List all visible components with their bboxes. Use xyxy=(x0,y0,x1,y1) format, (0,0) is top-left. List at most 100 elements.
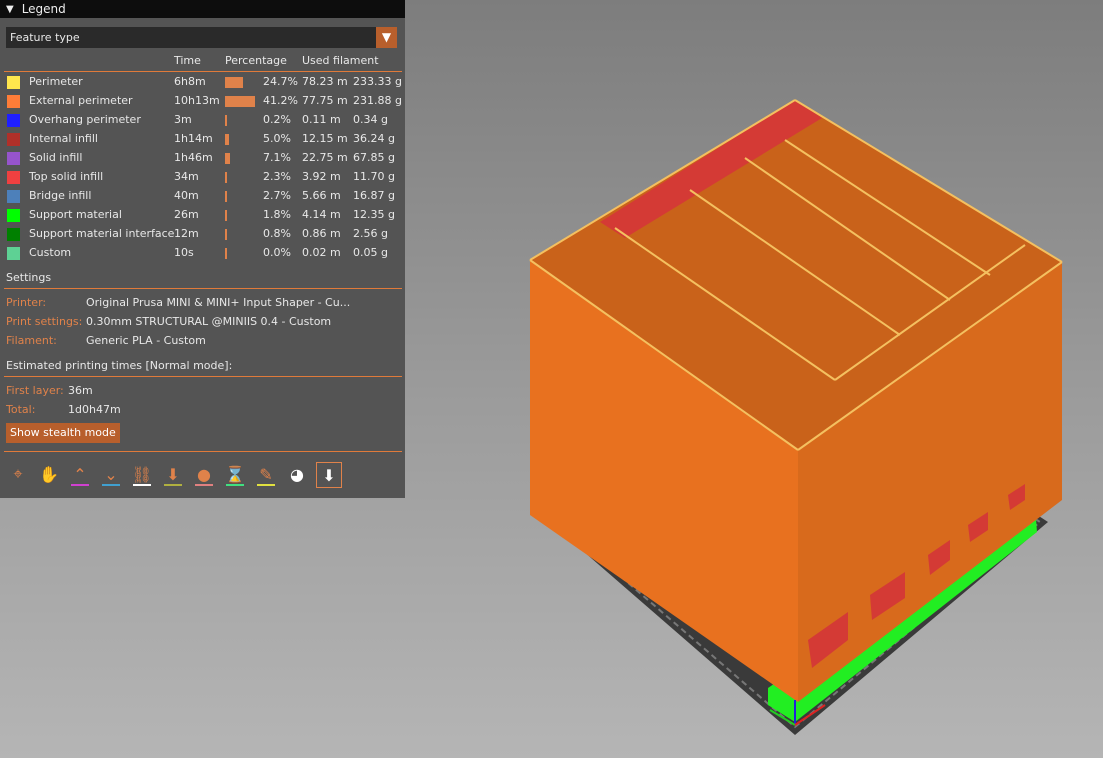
legend-row[interactable]: Bridge infill 40m 2.7% 5.66 m 16.87 g xyxy=(0,187,405,206)
feature-label: Bridge infill xyxy=(29,189,92,202)
model-right-face xyxy=(798,262,1062,702)
print-settings-label: Print settings: xyxy=(6,315,83,328)
percentage-bar xyxy=(225,248,227,259)
feature-weight: 11.70 g xyxy=(353,170,395,183)
feature-weight: 2.56 g xyxy=(353,227,388,240)
travel-icon[interactable]: ⌖ xyxy=(13,464,23,483)
color-swatch xyxy=(7,152,20,165)
center-of-gravity-icon[interactable]: ◕ xyxy=(290,464,304,484)
feature-percentage: 1.8% xyxy=(263,208,291,221)
legend-table-header: Time Percentage Used filament xyxy=(0,54,405,70)
feature-percentage: 0.0% xyxy=(263,246,291,259)
chevron-down-icon[interactable]: ▼ xyxy=(376,27,397,48)
color-swatch xyxy=(7,133,20,146)
printer-value: Original Prusa MINI & MINI+ Input Shaper… xyxy=(86,296,351,309)
interior-walls xyxy=(529,99,1063,451)
pause-icon[interactable]: ⌛ xyxy=(223,462,247,486)
percentage-bar xyxy=(225,191,227,202)
feature-label: Top solid infill xyxy=(29,170,104,183)
feature-label: Custom xyxy=(29,246,72,259)
feature-length: 0.86 m xyxy=(302,227,341,240)
feature-length: 4.14 m xyxy=(302,208,341,221)
column-time: Time xyxy=(174,54,201,67)
legend-row[interactable]: Perimeter 6h8m 24.7% 78.23 m 233.33 g xyxy=(0,73,405,92)
feature-time: 6h8m xyxy=(174,75,206,88)
percentage-bar xyxy=(225,153,231,164)
feature-label: Internal infill xyxy=(29,132,98,145)
feature-weight: 231.88 g xyxy=(353,94,402,107)
percentage-bar xyxy=(225,210,227,221)
tool-changes-icon[interactable]: ⬇ xyxy=(161,462,185,486)
divider xyxy=(4,451,402,452)
feature-time: 1h46m xyxy=(174,151,213,164)
percentage-bar xyxy=(225,115,227,126)
feature-label: Support material interface xyxy=(29,227,175,240)
filament-label: Filament: xyxy=(6,334,57,347)
legend-row[interactable]: Overhang perimeter 3m 0.2% 0.11 m 0.34 g xyxy=(0,111,405,130)
color-swatch xyxy=(7,247,20,260)
legend-row[interactable]: Support material 26m 1.8% 4.14 m 12.35 g xyxy=(0,206,405,225)
model-cutouts xyxy=(808,484,1025,668)
axes-gizmo xyxy=(769,700,826,726)
feature-percentage: 2.7% xyxy=(263,189,291,202)
settings-title: Settings xyxy=(6,271,52,284)
legend-header[interactable]: ▼ Legend xyxy=(0,0,405,18)
seams-icon[interactable]: ⛓ xyxy=(130,462,154,486)
color-swatch xyxy=(7,95,20,108)
legend-row[interactable]: Internal infill 1h14m 5.0% 12.15 m 36.24… xyxy=(0,130,405,149)
feature-time: 26m xyxy=(174,208,199,221)
feature-length: 22.75 m xyxy=(302,151,348,164)
feature-percentage: 0.8% xyxy=(263,227,291,240)
color-swatch xyxy=(7,228,20,241)
deretractions-icon[interactable]: ⌄ xyxy=(99,462,123,486)
feature-length: 0.11 m xyxy=(302,113,341,126)
percentage-bar xyxy=(225,77,243,88)
view-type-select[interactable]: Feature type ▼ xyxy=(6,27,397,48)
feature-percentage: 5.0% xyxy=(263,132,291,145)
feature-time: 34m xyxy=(174,170,199,183)
feature-time: 3m xyxy=(174,113,192,126)
custom-gcode-icon[interactable]: ✎ xyxy=(254,462,278,486)
feature-length: 12.15 m xyxy=(302,132,348,145)
estimated-times-title: Estimated printing times [Normal mode]: xyxy=(6,359,233,372)
feature-label: Perimeter xyxy=(29,75,83,88)
column-percentage: Percentage xyxy=(225,54,287,67)
divider xyxy=(4,71,402,72)
total-value: 1d0h47m xyxy=(68,403,121,416)
feature-time: 40m xyxy=(174,189,199,202)
model-left-face xyxy=(530,260,798,702)
divider xyxy=(4,288,402,289)
wipe-icon[interactable]: ✋ xyxy=(39,464,59,484)
feature-length: 0.02 m xyxy=(302,246,341,259)
percentage-bar xyxy=(225,229,227,240)
legend-row[interactable]: Custom 10s 0.0% 0.02 m 0.05 g xyxy=(0,244,405,263)
color-swatch xyxy=(7,76,20,89)
first-layer-value: 36m xyxy=(68,384,93,397)
collapse-triangle-icon[interactable]: ▼ xyxy=(6,3,14,15)
legend-row[interactable]: External perimeter 10h13m 41.2% 77.75 m … xyxy=(0,92,405,111)
total-label: Total: xyxy=(6,403,36,416)
divider xyxy=(4,376,402,377)
view-type-value: Feature type xyxy=(10,31,80,44)
feature-weight: 0.34 g xyxy=(353,113,388,126)
color-changes-icon[interactable]: ● xyxy=(192,462,216,486)
retractions-icon[interactable]: ⌃ xyxy=(68,462,92,486)
legend-title: Legend xyxy=(21,2,66,16)
legend-panel: ▼ Legend Feature type ▼ Time Percentage … xyxy=(0,0,405,498)
feature-percentage: 24.7% xyxy=(263,75,298,88)
tool-marker-icon[interactable]: ⬇ xyxy=(316,462,342,488)
legend-row[interactable]: Support material interface 12m 0.8% 0.86… xyxy=(0,225,405,244)
legend-row[interactable]: Solid infill 1h46m 7.1% 22.75 m 67.85 g xyxy=(0,149,405,168)
feature-weight: 16.87 g xyxy=(353,189,395,202)
color-swatch xyxy=(7,190,20,203)
legend-row[interactable]: Top solid infill 34m 2.3% 3.92 m 11.70 g xyxy=(0,168,405,187)
show-stealth-mode-button[interactable]: Show stealth mode xyxy=(6,423,120,443)
feature-percentage: 41.2% xyxy=(263,94,298,107)
percentage-bar xyxy=(225,96,255,107)
feature-percentage: 7.1% xyxy=(263,151,291,164)
feature-weight: 12.35 g xyxy=(353,208,395,221)
print-settings-value: 0.30mm STRUCTURAL @MINIIS 0.4 - Custom xyxy=(86,315,332,328)
feature-length: 5.66 m xyxy=(302,189,341,202)
color-swatch xyxy=(7,171,20,184)
